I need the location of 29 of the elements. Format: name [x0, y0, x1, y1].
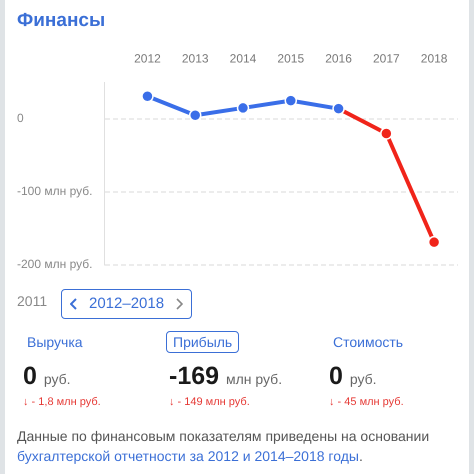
- x-tick-label: 2017: [372, 52, 400, 66]
- text: ↓ - 1,8 млн руб.: [23, 396, 101, 408]
- text: Стоимость: [333, 334, 404, 350]
- text: Прибыль: [166, 331, 240, 353]
- text: 2012–2018: [89, 295, 164, 312]
- x-tick-label: 2018: [420, 52, 448, 66]
- text: 0 руб.: [23, 362, 71, 391]
- y-tick-label: 0: [17, 111, 24, 126]
- text: ↓ - 149 млн руб.: [169, 396, 250, 408]
- x-tick-label: 2015: [277, 52, 304, 66]
- text: бухгалтерской отчетности за 2012 и 2014–2018 годы: [17, 448, 359, 464]
- point: [380, 127, 393, 140]
- y-tick-label: -100 млн руб.: [17, 184, 92, 198]
- text: 2011: [17, 293, 48, 309]
- point: [236, 102, 250, 114]
- text: -169 млн руб.: [169, 362, 282, 391]
- text: ↓ - 45 млн руб.: [329, 396, 404, 408]
- x-tick-label: 2016: [325, 52, 352, 66]
- y-tick-label: -200 млн руб.: [17, 257, 92, 272]
- text: .: [358, 448, 363, 464]
- text: 0 руб.: [329, 362, 377, 391]
- text: Выручка: [27, 334, 83, 350]
- chart-title: Финансы: [17, 10, 106, 32]
- point: [428, 236, 440, 248]
- x-tick-label: 2013: [182, 52, 209, 66]
- text: Данные по финансовым показателям приведены на основании: [17, 428, 430, 444]
- x-tick-label: 2012: [134, 52, 162, 66]
- x-tick-label: 2014: [230, 52, 257, 66]
- point: [284, 94, 298, 107]
